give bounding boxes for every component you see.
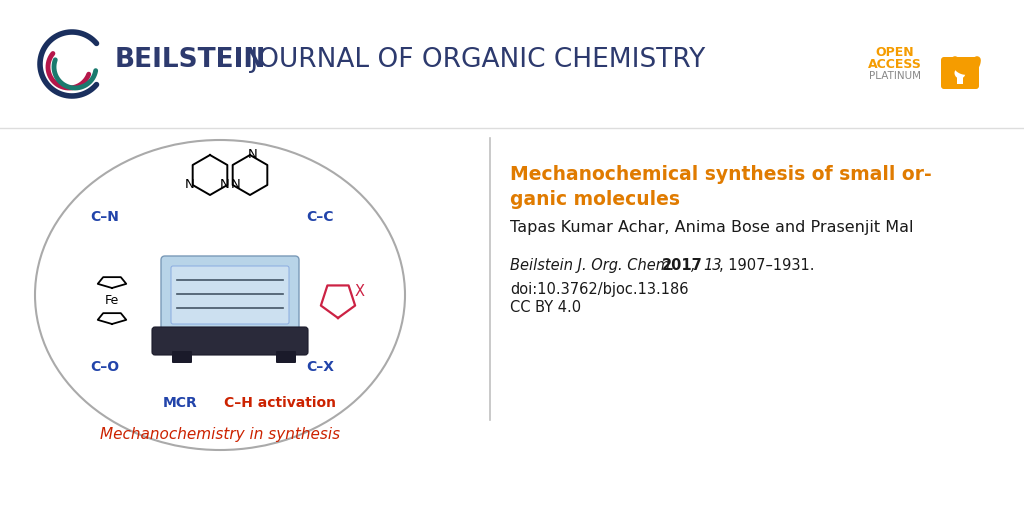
Text: C–C: C–C	[306, 210, 334, 224]
Text: X: X	[355, 285, 365, 300]
Text: Fe: Fe	[104, 293, 119, 307]
Text: N: N	[219, 179, 229, 191]
Text: JOURNAL OF ORGANIC CHEMISTRY: JOURNAL OF ORGANIC CHEMISTRY	[242, 47, 706, 73]
Text: PLATINUM: PLATINUM	[869, 71, 921, 81]
Text: Mechanochemistry in synthesis: Mechanochemistry in synthesis	[100, 428, 340, 442]
Text: Mechanochemical synthesis of small or-: Mechanochemical synthesis of small or-	[510, 165, 932, 184]
Text: , 1907–1931.: , 1907–1931.	[719, 258, 814, 273]
Ellipse shape	[35, 140, 406, 450]
Text: C–O: C–O	[90, 360, 120, 374]
Text: Tapas Kumar Achar, Anima Bose and Prasenjit Mal: Tapas Kumar Achar, Anima Bose and Prasen…	[510, 220, 913, 235]
Text: CC BY 4.0: CC BY 4.0	[510, 300, 582, 315]
Text: N: N	[230, 179, 241, 191]
FancyBboxPatch shape	[161, 256, 299, 334]
FancyBboxPatch shape	[171, 266, 289, 324]
Text: ,: ,	[691, 258, 700, 273]
Text: ganic molecules: ganic molecules	[510, 190, 680, 209]
Text: BEILSTEIN: BEILSTEIN	[115, 47, 266, 73]
Text: OPEN: OPEN	[876, 46, 914, 58]
Text: C–N: C–N	[90, 210, 120, 224]
Text: MCR: MCR	[163, 396, 198, 410]
Text: ACCESS: ACCESS	[868, 57, 922, 71]
Text: 2017: 2017	[662, 258, 702, 273]
Text: C–X: C–X	[306, 360, 334, 374]
Circle shape	[954, 68, 966, 78]
Text: N: N	[248, 148, 258, 161]
FancyBboxPatch shape	[276, 351, 296, 363]
FancyBboxPatch shape	[172, 351, 193, 363]
Text: doi:10.3762/bjoc.13.186: doi:10.3762/bjoc.13.186	[510, 282, 688, 297]
Text: Beilstein J. Org. Chem.: Beilstein J. Org. Chem.	[510, 258, 675, 273]
Text: N: N	[184, 179, 195, 191]
Text: 13: 13	[703, 258, 722, 273]
Bar	[957, 77, 963, 84]
Text: C–H activation: C–H activation	[224, 396, 336, 410]
FancyBboxPatch shape	[152, 327, 308, 355]
FancyBboxPatch shape	[941, 57, 979, 89]
